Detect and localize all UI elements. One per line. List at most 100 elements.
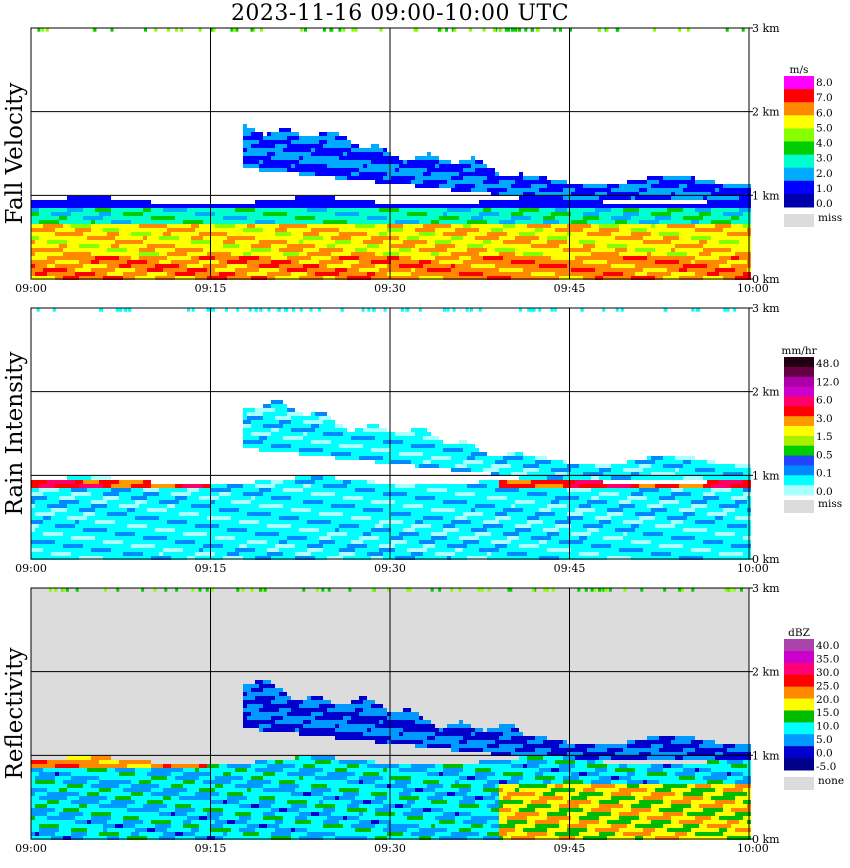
colorbar-swatch [784, 416, 814, 427]
colorbar-swatch [784, 465, 814, 476]
time-tick-label: 09:30 [374, 282, 406, 295]
colorbar-level: 5.0 [816, 122, 833, 134]
colorbar-swatch [784, 154, 814, 169]
colorbar-level: 20.0 [816, 694, 839, 706]
time-tick-label: 09:00 [15, 842, 47, 855]
time-tick-label: 10:00 [737, 562, 769, 575]
colorbar-level: 12.0 [816, 376, 839, 388]
colorbar-swatch [784, 710, 814, 723]
colorbar-swatch [784, 76, 814, 90]
colorbar-swatch [784, 758, 814, 771]
colorbar-level: 2.0 [816, 168, 833, 180]
colorbar-level: 6.0 [816, 395, 833, 407]
colorbar-swatch [784, 475, 814, 486]
colorbar-swatch [784, 406, 814, 417]
colorbar-swatch [784, 141, 814, 156]
colorbar-unit: mm/hr [781, 345, 817, 357]
colorbar-missing-swatch [784, 777, 814, 790]
colorbar-level: 15.0 [816, 707, 839, 719]
colorbar-level: 6.0 [816, 107, 833, 119]
colorbar-level: 35.0 [816, 653, 839, 665]
height-tick-label: 1 km [752, 749, 780, 762]
colorbar-level: 10.0 [816, 721, 839, 733]
colorbar-swatch [784, 102, 814, 116]
colorbar-swatch [784, 180, 814, 195]
colorbar-swatch [784, 674, 814, 688]
time-tick-label: 09:45 [554, 282, 586, 295]
colorbar-level: 1.5 [816, 431, 833, 443]
time-tick-label: 10:00 [737, 282, 769, 295]
time-tick-label: 10:00 [737, 842, 769, 855]
colorbar-swatch [784, 386, 814, 397]
time-tick-label: 09:00 [15, 282, 47, 295]
height-tick-label: 0 km [752, 833, 780, 846]
height-tick-label: 3 km [752, 582, 780, 595]
chart-title: 2023-11-16 09:00-10:00 UTC [230, 1, 570, 26]
panel-2: 0 km 1 km 2 km 3 km 09:00 09:15 09:30 09:45 10:0… [2, 302, 842, 575]
panel-frame [30, 307, 750, 560]
colorbar-swatch [784, 445, 814, 457]
colorbar-unit: dBZ [788, 627, 810, 639]
time-tick-label: 09:00 [15, 562, 47, 575]
colorbar-level: 40.0 [816, 640, 839, 652]
colorbar-swatch [784, 128, 814, 142]
height-tick-label: 3 km [752, 22, 780, 35]
colorbar-missing-swatch [784, 214, 814, 227]
colorbar-swatch [784, 722, 814, 735]
height-tick-label: 2 km [752, 106, 780, 119]
colorbar-swatch [784, 366, 814, 378]
colorbar-missing-label: miss [818, 212, 842, 224]
time-tick-label: 09:30 [374, 562, 406, 575]
colorbar-swatch [784, 485, 814, 496]
colorbar-level: 4.0 [816, 138, 833, 150]
height-tick-label: 0 km [752, 553, 780, 566]
colorbar-swatch [784, 193, 814, 208]
colorbar: m/s 8.0 7.0 6.0 5.0 4.0 3.0 2.0 1.0 0.0 miss [784, 64, 842, 227]
colorbar-swatch [784, 376, 814, 388]
colorbar-level: 0.0 [816, 486, 833, 498]
colorbar-level: 3.0 [816, 413, 833, 425]
panel-3: 0 km 1 km 2 km 3 km 09:00 09:15 09:30 09:45 10:0… [2, 582, 844, 855]
panel-ylabel: Fall Velocity [2, 83, 28, 225]
colorbar-swatch [784, 455, 814, 466]
panel-1: 0 km 1 km 2 km 3 km 09:00 09:15 09:30 09:45 10:0… [2, 22, 842, 295]
time-tick-label: 09:15 [195, 282, 227, 295]
colorbar-swatch [784, 167, 814, 182]
colorbar-swatch [784, 435, 814, 447]
colorbar-unit: m/s [790, 64, 809, 76]
time-tick-label: 09:45 [554, 842, 586, 855]
colorbar-missing-swatch [784, 500, 814, 513]
colorbar-swatch [784, 639, 814, 652]
height-tick-label: 2 km [752, 386, 780, 399]
colorbar-level: 0.5 [816, 449, 833, 461]
time-tick-label: 09:15 [195, 562, 227, 575]
colorbar-swatch [784, 396, 814, 407]
colorbar-level: -5.0 [816, 761, 836, 773]
colorbar-level: 8.0 [816, 77, 833, 89]
time-tick-label: 09:30 [374, 842, 406, 855]
colorbar-swatch [784, 746, 814, 759]
colorbar-missing-label: none [818, 775, 844, 787]
colorbar-level: 25.0 [816, 680, 839, 692]
colorbar-swatch [784, 662, 814, 676]
height-tick-label: 1 km [752, 469, 780, 482]
colorbar-swatch [784, 426, 814, 437]
time-tick-label: 09:45 [554, 562, 586, 575]
colorbar-level: 30.0 [816, 667, 839, 679]
colorbar-level: 0.0 [816, 198, 833, 210]
colorbar-swatch [784, 734, 814, 747]
colorbar-missing-label: miss [818, 498, 842, 510]
colorbar-level: 3.0 [816, 153, 833, 165]
panel-frame [30, 587, 750, 840]
colorbar-level: 7.0 [816, 92, 833, 104]
colorbar-swatch [784, 698, 814, 711]
colorbar-level: 0.1 [816, 468, 833, 480]
colorbar-swatch [784, 650, 814, 664]
colorbar: dBZ 40.035.0 30.025.0 20.015.0 10.05.0 0.0-5.… [784, 627, 844, 790]
colorbar-level: 5.0 [816, 734, 833, 746]
colorbar-swatch [784, 357, 814, 368]
colorbar-level: 1.0 [816, 183, 833, 195]
height-tick-label: 1 km [752, 189, 780, 202]
colorbar-swatch [784, 686, 814, 700]
